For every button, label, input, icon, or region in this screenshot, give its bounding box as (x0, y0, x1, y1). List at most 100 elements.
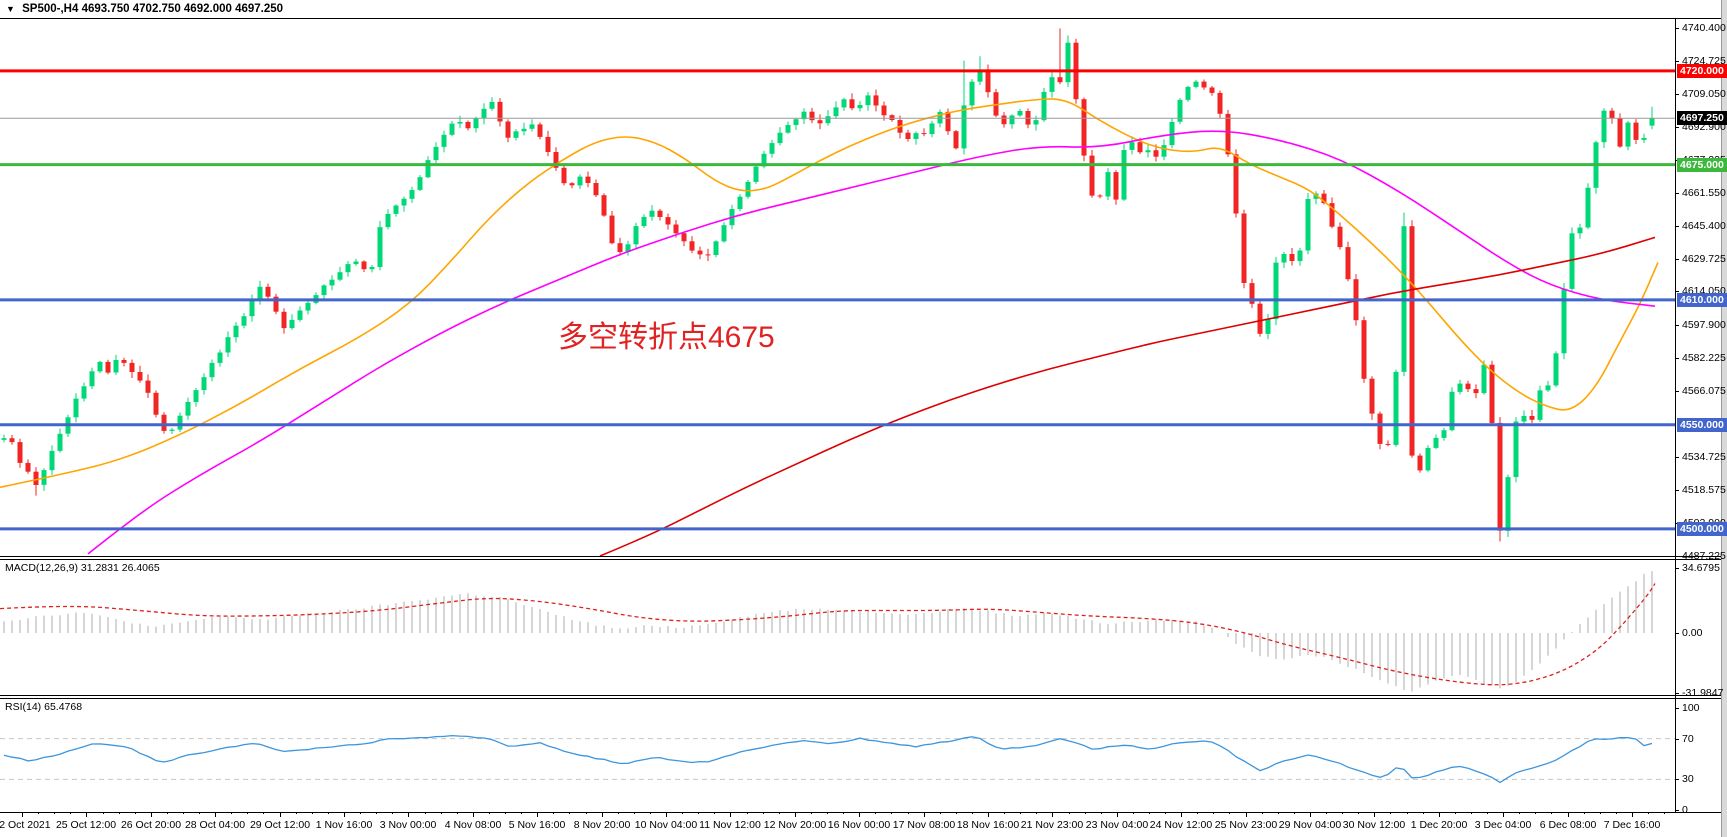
rsi-value: 65.4768 (44, 701, 83, 713)
time-axis-minor-tick (1616, 812, 1617, 814)
symbol-dropdown-icon[interactable]: ▼ (6, 4, 15, 14)
time-axis-minor-tick (1471, 812, 1472, 814)
time-axis-minor-tick (586, 812, 587, 814)
time-axis-label: 4 Nov 08:00 (444, 819, 502, 831)
time-axis-tick (408, 812, 409, 817)
time-axis-tick (1181, 812, 1182, 817)
time-axis-label: 12 Nov 20:00 (763, 819, 827, 831)
time-axis-minor-tick (231, 812, 232, 814)
time-axis-minor-tick (972, 812, 973, 814)
time-axis-minor-tick (682, 812, 683, 814)
time-axis-minor-tick (891, 812, 892, 814)
time-axis-minor-tick (714, 812, 715, 814)
time-axis-minor-tick (1390, 812, 1391, 814)
macd-axis-label: 0.00 (1682, 627, 1703, 639)
symbol-timeframe-label: SP500-,H4 (22, 3, 79, 15)
price-axis[interactable]: 4740.4004724.7254709.0504692.9004677.225… (1675, 0, 1727, 837)
time-axis-minor-tick (569, 812, 570, 814)
price-level-badge: 4675.000 (1677, 158, 1727, 172)
rsi-indicator-label: RSI(14) 65.4768 (5, 701, 83, 713)
time-axis-label: 8 Nov 20:00 (573, 819, 631, 831)
time-axis-label: 30 Nov 12:00 (1342, 819, 1406, 831)
time-axis-minor-tick (1213, 812, 1214, 814)
price-axis-tick (1675, 193, 1679, 194)
panel-separator (0, 698, 1727, 699)
time-axis-minor-tick (908, 812, 909, 814)
time-axis-minor-tick (328, 812, 329, 814)
time-axis-minor-tick (1326, 812, 1327, 814)
price-level-badge: 4500.000 (1677, 522, 1727, 536)
price-axis-tick (1675, 226, 1679, 227)
price-axis-border (1675, 18, 1676, 812)
price-axis-label: 4582.225 (1682, 352, 1726, 364)
time-axis-tick (988, 812, 989, 817)
time-axis-minor-tick (1149, 812, 1150, 814)
price-axis-label: 4645.400 (1682, 220, 1726, 232)
rsi-axis-tick (1675, 739, 1679, 740)
time-axis-minor-tick (811, 812, 812, 814)
chart-annotation-text[interactable]: 多空转折点4675 (558, 321, 775, 354)
rsi-axis-label: 70 (1682, 733, 1694, 745)
price-axis-label: 4566.075 (1682, 385, 1726, 397)
time-axis-minor-tick (521, 812, 522, 814)
price-axis-tick (1675, 391, 1679, 392)
time-axis-minor-tick (1085, 812, 1086, 814)
current-price-badge: 4697.250 (1677, 111, 1727, 125)
time-axis-minor-tick (1069, 812, 1070, 814)
price-axis-label: 4534.725 (1682, 451, 1726, 463)
time-axis-minor-tick (1535, 812, 1536, 814)
time-axis-minor-tick (1664, 812, 1665, 814)
time-axis-tick (344, 812, 345, 817)
price-chart-canvas[interactable] (0, 18, 1675, 556)
time-axis-minor-tick (1229, 812, 1230, 814)
time-axis-minor-tick (1020, 812, 1021, 814)
price-level-badge: 4610.000 (1677, 293, 1727, 307)
time-axis-minor-tick (1262, 812, 1263, 814)
time-axis-minor-tick (1101, 812, 1102, 814)
time-axis-minor-tick (1036, 812, 1037, 814)
price-axis-label: 4740.400 (1682, 22, 1726, 34)
macd-indicator-canvas[interactable] (0, 560, 1675, 695)
panel-separator[interactable] (0, 695, 1727, 696)
price-axis-label: 4709.050 (1682, 88, 1726, 100)
time-axis-label: 7 Dec 16:00 (1603, 819, 1661, 831)
macd-axis-label: 34.6795 (1682, 562, 1720, 574)
price-axis-label: 4518.575 (1682, 484, 1726, 496)
time-axis-label: 23 Nov 04:00 (1085, 819, 1149, 831)
time-axis-label: 29 Nov 04:00 (1278, 819, 1342, 831)
time-axis-tick (280, 812, 281, 817)
rsi-axis-tick (1675, 779, 1679, 780)
time-axis-label: 1 Dec 20:00 (1410, 819, 1468, 831)
price-axis-tick (1675, 358, 1679, 359)
price-axis-tick (1675, 259, 1679, 260)
macd-axis-tick (1675, 568, 1679, 569)
time-axis-label: 21 Nov 23:00 (1020, 819, 1084, 831)
time-axis-tick (1117, 812, 1118, 817)
price-axis-label: 4629.725 (1682, 253, 1726, 265)
time-axis-minor-tick (392, 812, 393, 814)
time-axis-minor-tick (1358, 812, 1359, 814)
time-axis-label: 10 Nov 04:00 (634, 819, 698, 831)
price-axis-tick (1675, 61, 1679, 62)
time-axis-label: 18 Nov 16:00 (956, 819, 1020, 831)
time-axis-border (0, 812, 1727, 813)
time-axis-minor-tick (103, 812, 104, 814)
rsi-indicator-canvas[interactable] (0, 699, 1675, 812)
time-axis-label: 24 Nov 12:00 (1149, 819, 1213, 831)
time-axis-label: 1 Nov 16:00 (315, 819, 373, 831)
time-axis-minor-tick (1519, 812, 1520, 814)
time-axis-label: 28 Oct 04:00 (184, 819, 246, 831)
time-axis-minor-tick (376, 812, 377, 814)
rsi-axis-label: 30 (1682, 773, 1694, 785)
panel-separator[interactable] (0, 556, 1727, 557)
time-axis-minor-tick (1455, 812, 1456, 814)
time-axis-tick (537, 812, 538, 817)
price-axis-tick (1675, 490, 1679, 491)
macd-axis-tick (1675, 693, 1679, 694)
price-axis-tick (1675, 325, 1679, 326)
time-axis-minor-tick (1197, 812, 1198, 814)
time-axis-tick (1310, 812, 1311, 817)
time-axis-minor-tick (199, 812, 200, 814)
